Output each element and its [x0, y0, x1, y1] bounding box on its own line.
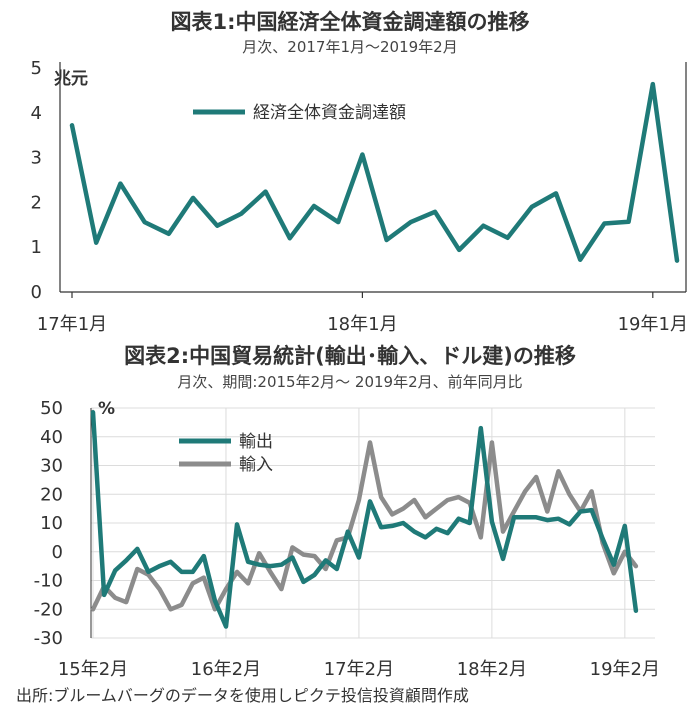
chart1-y-tick-label: 5 [31, 58, 42, 79]
chart2-y-tick-label: 40 [40, 427, 63, 448]
chart2-x-tick-label: 15年2月 [58, 659, 128, 680]
chart2-y-tick-label: -10 [34, 571, 63, 592]
chart1-legend-label: 経済全体資金調達額 [253, 103, 406, 123]
chart2-x-tick-label: 17年2月 [324, 659, 394, 680]
chart1-y-tick-label: 2 [31, 192, 42, 213]
chart1-unit-label: 兆元 [54, 69, 88, 89]
chart1-y-tick-label: 1 [31, 237, 42, 258]
chart2-y-tick-label: 10 [40, 513, 63, 534]
chart1-series-line [69, 81, 680, 263]
chart2-x-tick-label: 18年2月 [457, 659, 527, 680]
chart1-x-tick-label: 18年1月 [327, 314, 397, 335]
chart2-legend-label: 輸入 [239, 455, 273, 475]
chart2-series-line [90, 410, 639, 629]
chart2-series-line [90, 440, 639, 612]
chart2-y-tick-label: 30 [40, 456, 63, 477]
chart2-title: 図表2:中国貿易統計(輸出･輸入、ドル建)の推移 [124, 344, 576, 368]
chart2-subtitle: 月次、期間:2015年2月～ 2019年2月、前年同月比 [177, 373, 523, 391]
chart1-subtitle: 月次、2017年1月～2019年2月 [242, 38, 458, 56]
source-footnote: 出所:ブルームバーグのデータを使用しピクテ投信投資顧問作成 [16, 686, 469, 705]
chart2-y-tick-label: -20 [34, 599, 63, 620]
chart2-legend-label: 輸出 [239, 432, 273, 452]
chart1-y-tick-label: 3 [31, 148, 42, 169]
chart2-y-tick-label: 50 [40, 398, 63, 419]
chart2-unit-label: % [98, 399, 115, 419]
chart1-y-tick-label: 0 [31, 282, 42, 303]
chart2-x-tick-label: 16年2月 [191, 659, 261, 680]
chart1-x-tick-label: 19年1月 [618, 314, 688, 335]
chart1-title: 図表1:中国経済全体資金調達額の推移 [170, 10, 530, 34]
chart2-y-tick-label: 0 [52, 542, 63, 563]
chart2-x-tick-label: 19年2月 [590, 659, 660, 680]
chart2-y-tick-label: -30 [34, 628, 63, 649]
chart1-y-tick-label: 4 [31, 103, 42, 124]
chart1-x-tick-label: 17年1月 [37, 314, 107, 335]
chart2-y-tick-label: 20 [40, 484, 63, 505]
